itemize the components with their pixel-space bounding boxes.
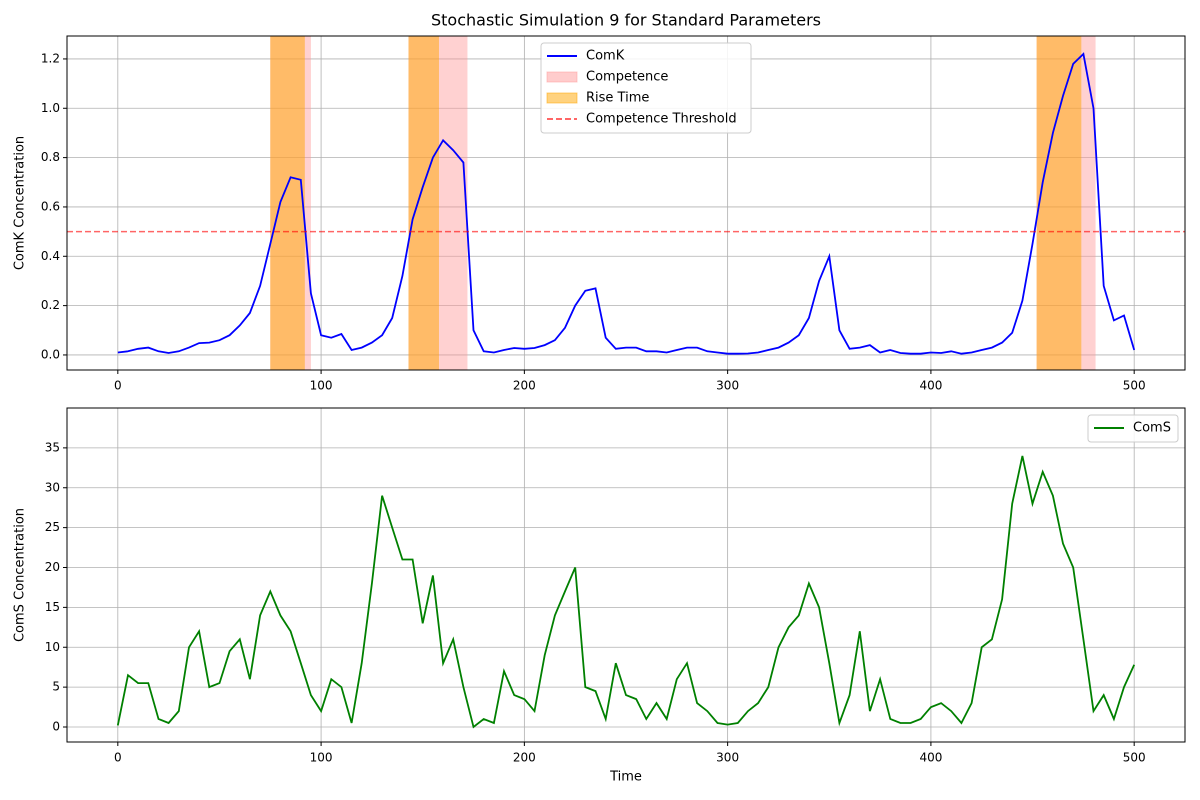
x-tick-label: 300 [716, 751, 739, 765]
band [270, 36, 305, 370]
y-tick-label: 0.8 [41, 150, 60, 164]
y-tick-label: 0.6 [41, 199, 60, 213]
y-tick-label: 0.2 [41, 298, 60, 312]
x-tick-label: 500 [1123, 751, 1146, 765]
y-tick-label: 0 [52, 720, 60, 734]
x-tick-label: 100 [310, 379, 333, 393]
legend-swatch [546, 71, 578, 83]
data-line [117, 52, 1136, 355]
y-tick-label: 1.2 [41, 51, 60, 65]
legend-label: ComS [1133, 421, 1171, 436]
legend-label: Competence Threshold [586, 112, 737, 127]
x-tick-label: 200 [513, 379, 536, 393]
y-tick-label: 0.4 [41, 249, 60, 263]
x-tick-label: 300 [716, 379, 739, 393]
y-tick-label: 30 [45, 480, 60, 494]
x-tick-label: 500 [1123, 379, 1146, 393]
legend-swatch [546, 92, 578, 104]
band [408, 36, 439, 370]
x-tick-label: 100 [310, 751, 333, 765]
legend: ComS [1087, 414, 1179, 443]
y-tick-label: 10 [45, 640, 60, 654]
y-tick-label: 0.0 [41, 347, 60, 361]
plot-area: 0 100 200 300 400 500 0.0 0.2 0.4 0.6 0.8 1.0 1.2 [41, 35, 1186, 393]
y-tick-label: 1.0 [41, 101, 60, 115]
band [1036, 36, 1082, 370]
y-tick-label: 20 [45, 560, 60, 574]
y-tick-label: 25 [45, 520, 60, 534]
legend: ComK Competence Rise Time Competence Thresh… [540, 42, 752, 134]
x-tick-label: 400 [919, 379, 942, 393]
legend-label: Competence [586, 70, 668, 85]
legend-box [540, 42, 752, 134]
axes-frame [66, 35, 1186, 371]
x-tick-label: 400 [919, 751, 942, 765]
x-tick-label: 200 [513, 751, 536, 765]
legend-box [1087, 414, 1179, 443]
y-axis-label: ComS Concentration [13, 508, 28, 642]
y-tick-label: 5 [52, 680, 60, 694]
data-line [116, 455, 1136, 729]
y-tick-label: 15 [45, 600, 60, 614]
legend-label: ComK [586, 49, 625, 64]
x-tick-label: 0 [114, 751, 122, 765]
y-axis-label: ComK Concentration [13, 136, 28, 270]
x-axis-label: Time [609, 770, 642, 785]
y-tick-label: 35 [45, 440, 60, 454]
axes-frame [66, 407, 1186, 743]
plot-area: 0 100 200 300 400 500 0 5 10 15 20 25 30 35 [45, 407, 1186, 765]
chart-title: Stochastic Simulation 9 for Standard Par… [431, 11, 821, 30]
x-tick-label: 0 [114, 379, 122, 393]
legend-label: Rise Time [586, 91, 649, 106]
